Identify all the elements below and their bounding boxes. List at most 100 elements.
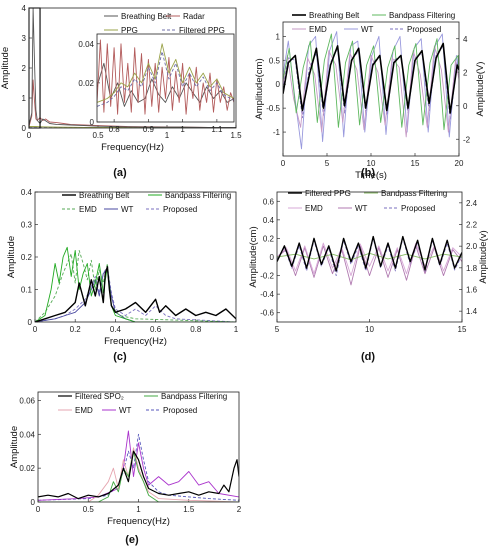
x-axis-label: Frequency(Hz) (107, 516, 170, 527)
caption-d: (d) (361, 351, 375, 363)
series-line-filtered-spo- (38, 450, 239, 500)
x-tick-label-1: 10 (365, 325, 374, 334)
y-tick-label-0: -0.6 (260, 309, 274, 318)
inset-series-breathing-belt (97, 62, 234, 107)
series-line-emd (35, 250, 236, 322)
x-tick-label-4: 2 (237, 505, 242, 514)
x-tick-label-1: 0.5 (83, 505, 95, 514)
y-axis-label: Amplitude (9, 426, 20, 468)
series-group (35, 246, 236, 322)
x-tick-label-2: 1 (136, 505, 141, 514)
legend-label-2: EMD (305, 204, 323, 213)
y-tick-label-3: 0 (270, 253, 275, 262)
series-line-filtered-ppg (277, 235, 462, 272)
panel-d: 5 10 15 -0.6 -0.4 -0.2 0 0.2 0.4 0.6 1.4 1.6 1.8 2.0 2… (248, 189, 488, 334)
y-tick-label-3: 3 (22, 34, 27, 43)
legend: Breathing Belt Radar PPG Filtered PPG (104, 12, 225, 35)
legend-label-1: Bandpass Filtering (165, 191, 231, 200)
legend-label-1: Bandpass Filtering (161, 392, 227, 401)
x-tick-label-0: 0.8 (109, 125, 121, 134)
y-tick-label-4: 0.2 (263, 234, 275, 243)
plot-background (38, 392, 239, 502)
legend-label-3: WT (355, 204, 368, 213)
axes-frame (96, 33, 235, 123)
y-tick-label-5: 0.4 (263, 216, 275, 225)
series-line-wt (38, 430, 239, 501)
x-tick-label-0: 0 (27, 131, 32, 140)
y-tick-label-2: 0.2 (21, 253, 33, 262)
panel-e: 0 0.5 1 1.5 2 0 0.02 0.04 0.06 Filtered SPO₂ Bandp… (9, 391, 242, 527)
x-tick-label-0: 0 (36, 505, 41, 514)
x-axis-label: Frequency(Hz) (104, 336, 167, 347)
plot-background (283, 22, 459, 156)
legend: Breathing Belt Bandpass Filtering EMD WT Pro… (292, 11, 455, 34)
plot-background (97, 34, 234, 122)
series-group (38, 430, 239, 502)
inset-series-ppg (97, 43, 234, 103)
x-axis-label: Time(s) (355, 170, 387, 181)
panel-a: 0 0.5 1 1.5 0 1 2 3 4 0.8 0.9 1 1.1 0 0.02 0.04 Breathin… (0, 4, 242, 153)
x-tick-label-5: 1 (234, 325, 239, 334)
axes-frame (276, 191, 463, 323)
axes-frame (37, 391, 240, 503)
series-line-bandpass-filtering (283, 33, 459, 131)
series-line-emd (277, 242, 462, 277)
caption-c: (c) (113, 351, 127, 363)
caption-a: (a) (113, 167, 127, 179)
y-tick-label-1: -0.5 (266, 104, 280, 113)
legend: Filtered PPG Bandpass Filtering EMD WT Propo… (288, 189, 447, 213)
caption-e: (e) (125, 534, 139, 546)
x-tick-label-4: 0.8 (190, 325, 202, 334)
x-tick-label-3: 1.5 (230, 131, 242, 140)
inset-series-filtered-ppg (97, 51, 234, 107)
x-tick-label-3: 1.1 (211, 125, 223, 134)
x-tick-label-1: 0.2 (70, 325, 82, 334)
legend-label-1: Bandpass Filtering (381, 189, 447, 198)
x-tick-label-0: 0 (281, 159, 286, 168)
y-tick-label-3: 0.06 (19, 396, 35, 405)
x-ticks: 0.8 0.9 1 1.1 (109, 119, 223, 134)
right-y-ticks: 1.4 1.6 1.8 2.0 2.2 2.4 (459, 199, 478, 316)
y-tick-label-1: 1 (22, 94, 27, 103)
series-group (283, 31, 459, 150)
legend-label-4: Proposed (401, 204, 435, 213)
panel-c: 0 0.2 0.4 0.6 0.8 1 0 0.1 0.2 0.3 0.4 Breathing Bel… (6, 188, 239, 347)
y-tick-label-0: 0 (28, 318, 33, 327)
legend-label-0: Breathing Belt (309, 11, 360, 20)
y-tick-label-4: 4 (22, 4, 27, 13)
legend-label-1: Bandpass Filtering (389, 11, 455, 20)
right-tick-label-1: 1.6 (466, 286, 478, 295)
caption-b: (b) (361, 167, 375, 179)
series-line-emd (283, 45, 459, 138)
series-group (277, 235, 462, 286)
y-tick-label-2: -0.2 (260, 272, 274, 281)
series-line-bandpass-filtering (35, 246, 236, 322)
x-tick-label-2: 1 (165, 131, 170, 140)
x-tick-label-3: 15 (411, 159, 420, 168)
legend-label-0: Breathing Belt (121, 12, 172, 21)
series-line-breathing-belt (283, 42, 459, 114)
y-tick-label-3: 0.3 (21, 221, 33, 230)
x-tick-label-1: 0.5 (92, 131, 104, 140)
x-tick-label-4: 20 (455, 159, 464, 168)
y-ticks: -0.6 -0.4 -0.2 0 0.2 0.4 0.6 (260, 197, 280, 318)
y-tick-label-0: 0 (22, 124, 27, 133)
axes-frame (282, 21, 460, 157)
legend-label-2: EMD (75, 406, 93, 415)
right-tick-label-2: 2 (463, 68, 468, 77)
y-tick-label-1: -0.4 (260, 290, 274, 299)
right-tick-label-0: -2 (463, 135, 471, 144)
y-axis-label: Amplitude (6, 236, 17, 278)
x-tick-label-2: 10 (367, 159, 376, 168)
axes-frame (34, 191, 237, 323)
x-tick-label-2: 1 (180, 125, 185, 134)
series-line-bandpass-filtering (38, 450, 239, 502)
right-y-axis-label: Amplitude(v) (478, 230, 488, 283)
legend-label-3: WT (361, 25, 374, 34)
right-tick-label-1: 0 (463, 102, 468, 111)
y-tick-label-2: 0.04 (78, 40, 94, 49)
x-axis-label: Frequency(Hz) (101, 142, 164, 153)
y-tick-label-1: 0.02 (78, 79, 94, 88)
legend-label-4: Proposed (407, 25, 441, 34)
legend-label-3: WT (121, 205, 134, 214)
